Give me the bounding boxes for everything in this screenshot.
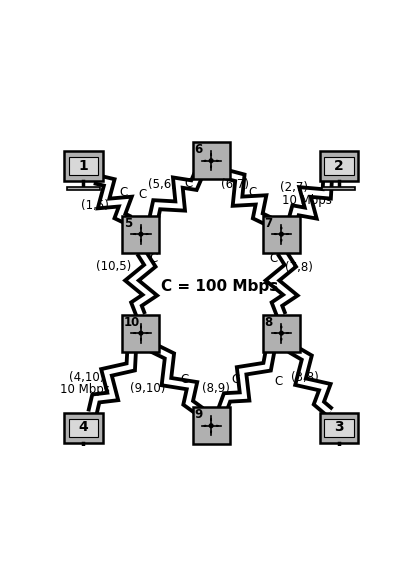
FancyBboxPatch shape	[64, 152, 103, 181]
Text: (9,10): (9,10)	[130, 382, 165, 395]
Text: 10 Mbps: 10 Mbps	[60, 383, 110, 396]
Text: 3: 3	[334, 420, 344, 435]
Text: 10 Mbps: 10 Mbps	[282, 194, 332, 207]
Circle shape	[280, 331, 283, 335]
Text: 4: 4	[79, 420, 88, 435]
Text: 6: 6	[194, 144, 202, 156]
Text: (5,6): (5,6)	[148, 178, 176, 191]
FancyBboxPatch shape	[324, 419, 354, 437]
FancyBboxPatch shape	[122, 315, 159, 352]
Text: 2: 2	[334, 158, 344, 173]
Text: (6,7): (6,7)	[221, 178, 249, 191]
FancyBboxPatch shape	[67, 448, 100, 452]
Text: C: C	[138, 188, 147, 201]
Text: (8,9): (8,9)	[202, 382, 230, 395]
Text: (3,8): (3,8)	[291, 371, 319, 385]
Text: C: C	[274, 374, 282, 387]
FancyBboxPatch shape	[68, 157, 98, 175]
FancyBboxPatch shape	[193, 407, 229, 444]
Text: (1,5): (1,5)	[81, 199, 108, 212]
Text: C: C	[180, 373, 188, 386]
Text: C: C	[150, 252, 158, 265]
Text: (7,8): (7,8)	[285, 261, 313, 274]
FancyBboxPatch shape	[324, 157, 354, 175]
Text: 10: 10	[124, 316, 140, 329]
Text: 7: 7	[264, 217, 272, 230]
Text: C: C	[269, 252, 278, 265]
Text: C: C	[248, 186, 257, 199]
Text: (10,5): (10,5)	[96, 260, 131, 273]
FancyBboxPatch shape	[193, 142, 229, 179]
Circle shape	[209, 424, 213, 428]
Text: C: C	[119, 186, 127, 199]
Circle shape	[209, 159, 213, 162]
FancyBboxPatch shape	[320, 152, 358, 181]
FancyBboxPatch shape	[64, 414, 103, 443]
FancyBboxPatch shape	[263, 315, 300, 352]
FancyBboxPatch shape	[263, 216, 300, 253]
Text: C: C	[185, 177, 193, 190]
Text: 8: 8	[264, 316, 272, 329]
Text: (4,10): (4,10)	[69, 371, 104, 385]
Text: C: C	[231, 373, 239, 386]
FancyBboxPatch shape	[68, 419, 98, 437]
Circle shape	[139, 331, 143, 335]
Text: (2,7): (2,7)	[280, 181, 308, 194]
Text: C = 100 Mbps: C = 100 Mbps	[161, 279, 278, 294]
Text: 9: 9	[194, 408, 202, 421]
FancyBboxPatch shape	[320, 414, 358, 443]
Text: 1: 1	[79, 158, 88, 173]
Circle shape	[139, 232, 143, 236]
FancyBboxPatch shape	[323, 186, 355, 190]
FancyBboxPatch shape	[323, 448, 355, 452]
Circle shape	[280, 232, 283, 236]
FancyBboxPatch shape	[67, 186, 100, 190]
FancyBboxPatch shape	[122, 216, 159, 253]
Text: 5: 5	[124, 217, 132, 230]
